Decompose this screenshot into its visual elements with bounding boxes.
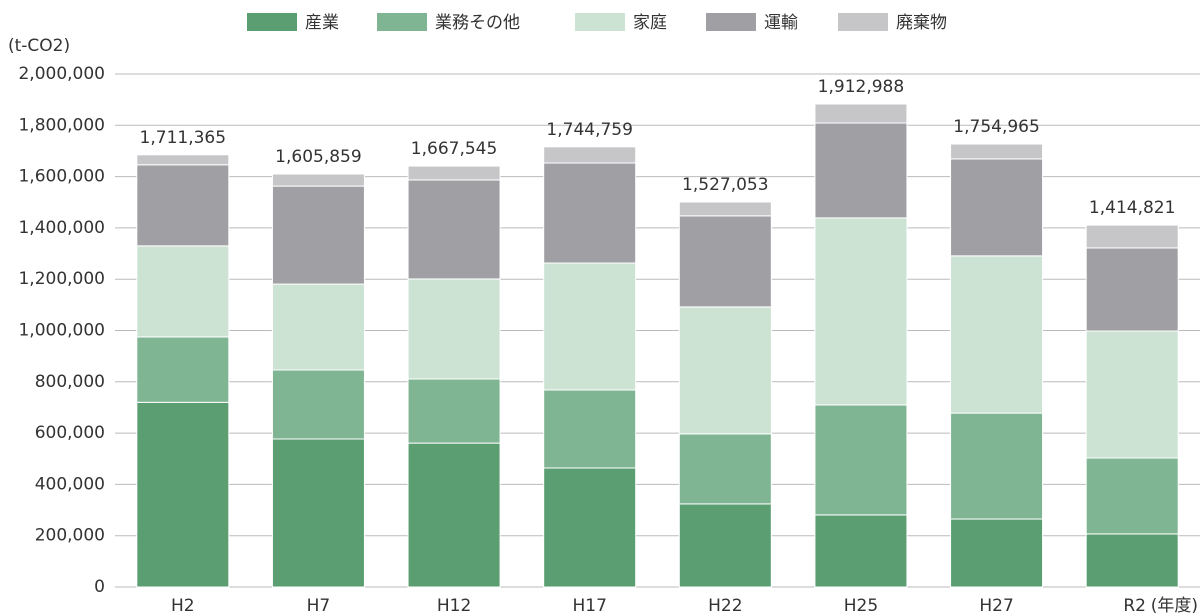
bar-segment [271,173,365,187]
x-tick-label: H7 [307,596,331,616]
bar-segment [814,122,908,219]
y-tick-label: 1,200,000 [18,269,105,289]
bar-segment [678,306,772,435]
x-tick-label: H25 [844,596,878,616]
bar-segment [1085,457,1179,535]
legend-label: 産業 [305,13,339,33]
bar-segment [950,255,1044,414]
total-label: 1,754,965 [953,117,1040,137]
y-tick-label: 2,000,000 [18,64,105,84]
bar-segment [950,143,1044,160]
bar-segment [950,518,1044,588]
bar-segment [678,215,772,308]
y-tick-label: 1,400,000 [18,218,105,238]
legend-label: 業務その他 [435,13,520,33]
bar-segment [271,185,365,285]
bar-segment [814,103,908,124]
x-tick-label: H12 [437,596,471,616]
bar-segment [678,503,772,588]
y-tick-label: 600,000 [35,423,105,443]
x-tick-label: R2 [1123,596,1146,616]
y-tick-label: 1,000,000 [18,321,105,341]
y-tick-label: 400,000 [35,474,105,494]
y-tick-label: 200,000 [35,526,105,546]
y-tick-label: 0 [94,577,105,597]
bar-segment [950,412,1044,520]
legend-label: 家庭 [633,13,667,33]
legend-label: 運輸 [764,13,798,33]
legend-swatch [706,13,756,31]
bar-segment [407,442,501,588]
bar-segment [136,154,230,166]
total-label: 1,605,859 [275,147,362,167]
legend-swatch [377,13,427,31]
y-tick-label: 800,000 [35,372,105,392]
bar-segment [1085,224,1179,249]
x-tick-label: H17 [572,596,606,616]
bar-segment [543,262,637,391]
x-tick-label: H27 [979,596,1013,616]
bar-segment [407,165,501,181]
bar-segment [1085,330,1179,459]
bar-segment [271,438,365,588]
bar-segment [543,146,637,164]
bar-segment [407,378,501,444]
total-label: 1,912,988 [818,77,905,97]
x-tick-label: H22 [708,596,742,616]
legend-swatch [247,13,297,31]
bar-segment [543,162,637,264]
y-tick-label: 1,600,000 [18,167,105,187]
total-label: 1,414,821 [1089,198,1176,218]
x-unit: (年度) [1151,596,1198,616]
legend-swatch [575,13,625,31]
total-label: 1,667,545 [411,139,498,159]
bar-segment [407,179,501,280]
y-tick-label: 1,800,000 [18,115,105,135]
total-label: 1,744,759 [546,120,633,140]
total-label: 1,711,365 [140,128,227,148]
bar-segment [814,514,908,588]
bar-segment [271,369,365,440]
bar-segment [271,283,365,371]
total-label: 1,527,053 [682,175,769,195]
bar-segment [950,158,1044,257]
y-unit: (t-CO2) [8,36,70,56]
bar-segment [814,404,908,516]
bar-segment [407,278,501,380]
bar-segment [814,217,908,406]
bar-segment [1085,247,1179,332]
bar-segment [136,336,230,403]
bar-segment [1085,533,1179,588]
x-tick-label: H2 [171,596,195,616]
bar-segment [136,401,230,588]
bar-segment [136,164,230,247]
legend-swatch [838,13,888,31]
legend-label: 廃棄物 [896,13,947,33]
bar-segment [543,389,637,469]
bar-segment [678,433,772,505]
bar-segment [678,201,772,217]
bar-segment [136,245,230,338]
bar-segment [543,467,637,588]
